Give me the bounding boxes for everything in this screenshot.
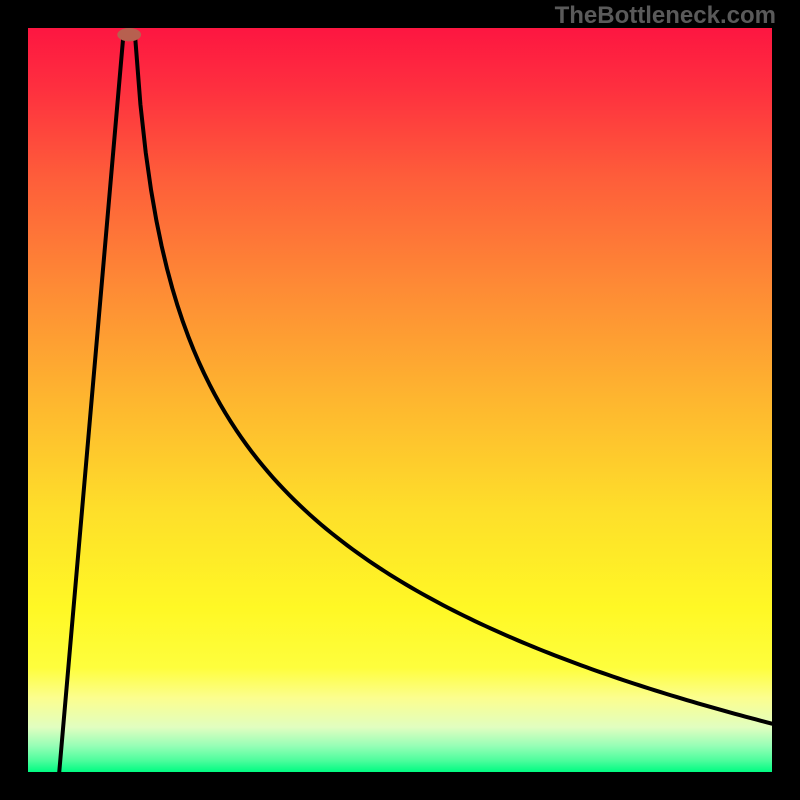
plot-svg [28,28,772,772]
minimum-marker [117,28,141,41]
gradient-background [28,28,772,772]
watermark-text: TheBottleneck.com [555,2,776,30]
plot-area [28,28,772,772]
chart-frame: TheBottleneck.com [0,0,800,800]
